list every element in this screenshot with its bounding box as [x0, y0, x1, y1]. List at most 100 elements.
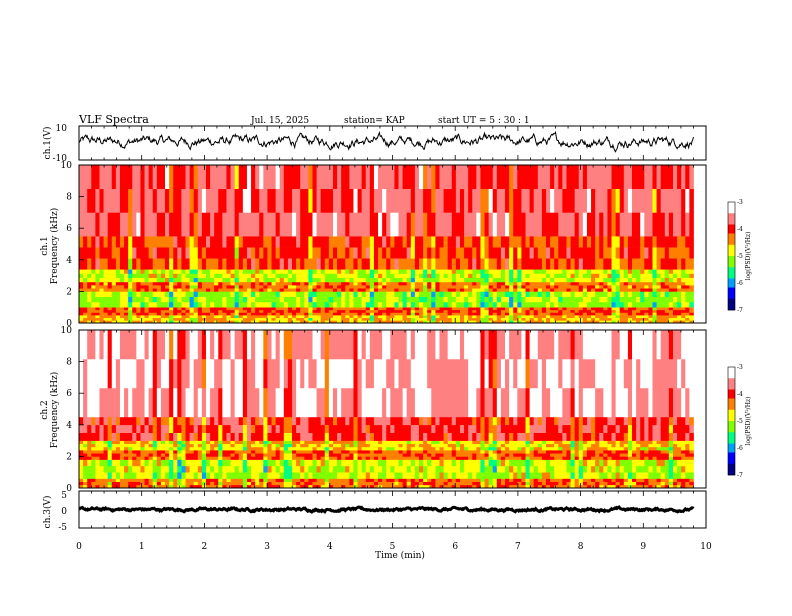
- ch1-spectrogram-cell: [320, 301, 326, 308]
- ch1-spectrogram-cell: [214, 258, 219, 270]
- ch1-spectrogram-cell: [365, 288, 371, 292]
- ch2-spectrogram-cell: [144, 478, 150, 482]
- ch2-spectrogram-cell: [87, 453, 92, 457]
- ch2-spectrogram-cell: [222, 450, 227, 454]
- ch2-spectrogram-cell: [312, 481, 317, 486]
- ch1-spectrogram-cell: [677, 307, 682, 311]
- ch2-spectrogram-cell: [316, 446, 322, 451]
- ch1-spectrogram-cell: [312, 277, 317, 283]
- ch1-spectrogram-cell: [513, 312, 518, 316]
- ch2-spectrogram-cell: [337, 472, 342, 479]
- ch1-spectrogram-cell: [107, 317, 113, 321]
- ch1-spectrogram-cell: [648, 281, 653, 286]
- ch1-spectrogram-cell: [386, 315, 391, 319]
- ch2-spectrogram-cell: [201, 387, 207, 418]
- ch1-spectrogram-cell: [320, 247, 326, 259]
- ch1-spectrogram-cell: [304, 247, 309, 259]
- ch1-spectrogram-cell: [304, 307, 309, 311]
- ch1-spectrogram-cell: [603, 301, 608, 308]
- ch2-spectrogram-cell: [251, 456, 256, 460]
- ch2-spectrogram-cell: [95, 456, 100, 460]
- ch1-spectrogram-cell: [119, 188, 125, 213]
- ch2-spectrogram-cell: [160, 358, 166, 389]
- ch2-spectrogram-cell: [464, 453, 469, 457]
- ch2-spectrogram-cell: [128, 387, 133, 418]
- ch2-spectrogram-cell: [165, 481, 170, 486]
- ch2-spectrogram-cell: [447, 443, 453, 448]
- ch1-spectrogram-cell: [529, 247, 535, 259]
- ch2-spectrogram-cell: [431, 456, 436, 460]
- ch2-spectrogram-cell: [136, 416, 141, 426]
- ch1-spectrogram-cell: [468, 317, 473, 321]
- ch1-spectrogram-cell: [689, 291, 694, 297]
- ch2-spectrogram-cell: [156, 481, 162, 486]
- ch2-spectrogram-cell: [181, 432, 186, 441]
- ch2-spectrogram-cell: [292, 446, 297, 451]
- ch2-spectrogram-cell: [246, 440, 252, 445]
- ch1-spectrogram-cell: [644, 291, 649, 297]
- ch1-spectrogram-cell: [287, 291, 293, 297]
- ch1-spectrogram-cell: [427, 309, 432, 313]
- ch2-spectrogram-cell: [476, 453, 481, 457]
- ch2-spectrogram-cell: [431, 416, 436, 426]
- ch2-spectrogram-cell: [337, 358, 342, 389]
- ch1-spectrogram-cell: [79, 301, 84, 308]
- ch1-spectrogram-cell: [562, 317, 567, 321]
- ch1-spectrogram-cell: [251, 281, 256, 286]
- ch2-spectrogram-cell: [287, 459, 293, 467]
- ch1-spectrogram-cell: [660, 212, 666, 237]
- ch2-spectrogram-cell: [197, 453, 203, 457]
- ch1-spectrogram-cell: [369, 188, 375, 213]
- ch1-spectrogram-cell: [439, 188, 444, 213]
- ch2-spectrogram-cell: [275, 330, 281, 360]
- ch1-spectrogram-cell: [615, 165, 621, 189]
- ch2-spectrogram-cell: [132, 459, 137, 467]
- ch1-spectrogram-cell: [537, 236, 543, 248]
- ch1-spectrogram-cell: [222, 315, 227, 319]
- ch1-spectrogram-cell: [464, 258, 469, 270]
- ch1-spectrogram-cell: [197, 258, 203, 270]
- ch2-spectrogram-cell: [361, 465, 367, 473]
- ch1-spectrogram-cell: [623, 212, 629, 237]
- ch2-spectrogram-cell: [369, 450, 375, 454]
- ch1-spectrogram-cell: [480, 315, 485, 319]
- ch2-spectrogram-cell: [398, 481, 404, 486]
- ch1-spectrogram-cell: [148, 281, 154, 286]
- ch1-spectrogram-cell: [193, 277, 199, 283]
- ch1-spectrogram-cell: [677, 212, 682, 237]
- ch2-spectrogram-cell: [484, 443, 490, 448]
- ch1-spectrogram-cell: [672, 296, 678, 303]
- ch1-spectrogram-cell: [517, 277, 522, 283]
- ch1-spectrogram-cell: [382, 309, 387, 313]
- ch1-spectrogram-cell: [279, 291, 285, 297]
- ch2-spectrogram-cell: [337, 330, 342, 360]
- ch1-spectrogram-heatmap: [79, 165, 694, 324]
- ch2-spectrogram-cell: [484, 459, 490, 467]
- ch1-spectrogram-cell: [496, 315, 502, 319]
- ch2-spectrogram-cell: [165, 358, 170, 389]
- ch2-spectrogram-cell: [283, 456, 289, 460]
- ch1-spectrogram-cell: [222, 320, 227, 324]
- ch2-spectrogram-cell: [136, 358, 141, 389]
- ch2-spectrogram-cell: [468, 358, 473, 389]
- ch1-spectrogram-cell: [558, 277, 563, 283]
- ch1-spectrogram-cell: [660, 269, 666, 274]
- ch1-spectrogram-cell: [255, 317, 260, 321]
- ch1-spectrogram-cell: [300, 247, 305, 259]
- ch2-spectrogram-cell: [119, 484, 125, 489]
- ch2-spectrogram-cell: [177, 358, 182, 389]
- ch2-spectrogram-cell: [427, 465, 432, 473]
- ch1-spectrogram-cell: [525, 291, 531, 297]
- ch1-spectrogram-cell: [595, 291, 600, 297]
- ch1-spectrogram-cell: [521, 309, 526, 313]
- ch2-spectrogram-cell: [205, 358, 211, 389]
- ch2-spectrogram-cell: [472, 450, 477, 454]
- ch2-spectrogram-cell: [226, 484, 231, 489]
- ch1-spectrogram-cell: [419, 285, 424, 289]
- ch1-spectrogram-cell: [181, 247, 186, 259]
- ch1-spectrogram-cell: [640, 269, 645, 274]
- ch1-spectrogram-cell: [205, 317, 211, 321]
- ch2-spectrogram-cell: [181, 443, 186, 448]
- ch1-spectrogram-cell: [210, 188, 215, 213]
- ch1-spectrogram-cell: [619, 281, 625, 286]
